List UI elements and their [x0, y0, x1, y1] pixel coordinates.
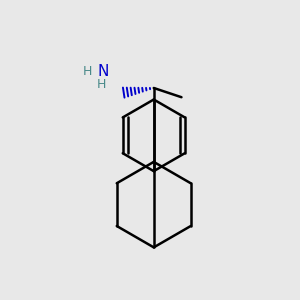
Text: H: H [97, 78, 106, 91]
Text: N: N [97, 64, 109, 79]
Text: H: H [83, 65, 92, 78]
